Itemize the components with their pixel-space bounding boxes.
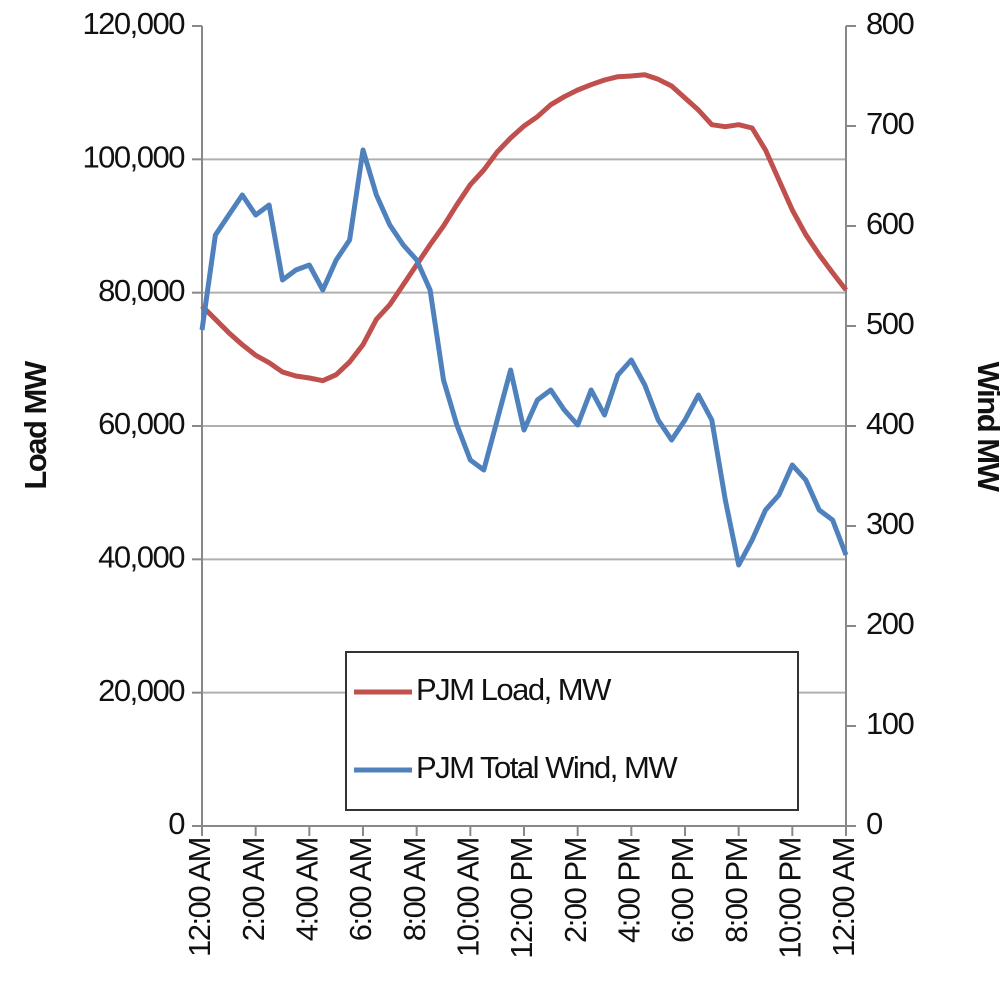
y-tick-label: 0 [168,806,185,841]
x-tick-label: 6:00 AM [343,838,378,941]
x-tick-label: 2:00 PM [558,838,593,943]
line-series [199,147,849,568]
x-tick-label: 12:00 AM [826,838,861,957]
y-tick-label: 80,000 [98,273,185,308]
x-tick-label: 10:00 AM [451,838,486,957]
y-tick-label: 40,000 [98,540,185,575]
x-tick-label: 6:00 PM [665,838,700,943]
legend-label: PJM Load, MW [416,672,612,707]
x-tick-label: 12:00 AM [182,838,217,957]
y2-tick-label: 500 [866,306,914,341]
y2-tick-label: 700 [866,106,914,141]
x-tick-label: 10:00 PM [773,838,808,959]
y2-tick-label: 100 [866,706,914,741]
y2-tick-label: 800 [866,6,914,41]
x-tick-label: 8:00 AM [397,838,432,941]
y-tick-label: 120,000 [82,6,185,41]
y-tick-label: 60,000 [98,406,185,441]
x-tick-label: 4:00 PM [612,838,647,943]
y-tick-label: 20,000 [98,673,185,708]
x-tick-label: 2:00 AM [236,838,271,941]
y2-tick-label: 200 [866,606,914,641]
line-series [200,72,848,384]
x-tick-label: 4:00 AM [290,838,325,941]
y-axis-title: Load MW [18,360,53,489]
y2-tick-label: 300 [866,506,914,541]
legend-label: PJM Total Wind, MW [416,750,678,785]
x-tick-label: 12:00 PM [504,838,539,959]
y2-tick-label: 600 [866,206,914,241]
y2-tick-label: 0 [866,806,883,841]
x-tick-label: 8:00 PM [719,838,754,943]
y2-axis-title: Wind MW [971,362,1004,493]
y2-tick-label: 400 [866,406,914,441]
y-tick-label: 100,000 [82,140,185,175]
legend-box [345,651,799,811]
